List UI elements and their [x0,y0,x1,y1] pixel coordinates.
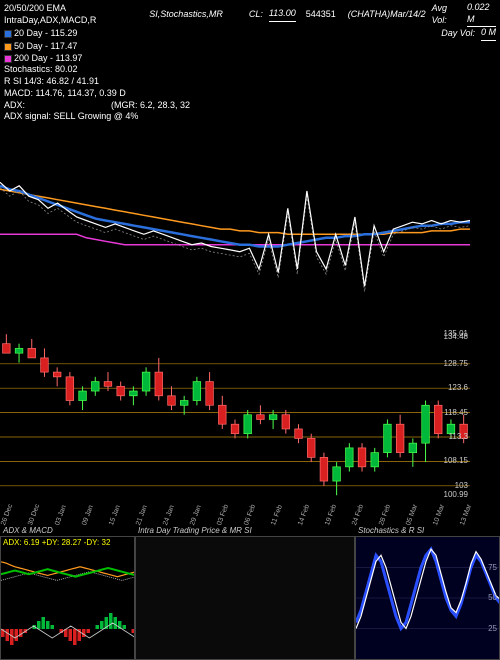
x-tick-label: 09 Jan [81,502,96,527]
x-tick-label: 03 Jan [54,502,69,527]
mgr-label: (MGR: 6.2, 28.3, 32 [111,100,190,112]
dayvol-label: Day Vol: [441,28,475,40]
adx-macd-panel: ADX: 6.19 +DY: 28.27 -DY: 32 [0,536,135,660]
adx-label: ADX: [4,100,25,112]
date-axis: 26 Dec30 Dec03 Jan09 Jan15 Jan21 Jan24 J… [4,502,470,526]
x-tick-label: 30 Dec [27,502,42,527]
avgvol-value: 0.022 M [467,2,496,27]
subchart-title: Stochastics & R SI [355,526,500,535]
cl-label: CL: [249,9,263,21]
y-tick-label: 100.99 [444,490,468,499]
stoch-tick: 75 [488,563,497,572]
subchart-title: ADX & MACD [0,526,135,535]
subchart-titles: ADX & MACDIntra Day Trading Price & MR S… [0,526,500,535]
x-tick-label: 14 Feb [297,502,312,527]
x-tick-label: 21 Jan [135,502,150,527]
x-tick-label: 03 Feb [216,502,231,527]
stoch-label: Stochastics: 80.02 [4,64,78,76]
y-tick-label: 123.6 [448,383,468,392]
adx-readout: ADX: 6.19 +DY: 28.27 -DY: 32 [3,538,110,547]
legend-title-b: SI,Stochastics,MR [149,9,223,21]
stoch-tick: 25 [488,624,497,633]
legend-title-a: 20/50/200 EMA IntraDay,ADX,MACD,R [4,3,143,26]
macd-label: MACD: 114.76, 114.37, 0.39 D [4,88,126,100]
adx-signal: ADX signal: SELL Growing @ 4% [4,111,138,123]
x-tick-label: 28 Feb [378,502,393,527]
stoch-tick: 50 [488,593,497,602]
x-tick-label: 10 Mar [432,502,447,527]
y-tick-label: 113.3 [449,432,468,441]
legend-header: 20/50/200 EMA IntraDay,ADX,MACD,R SI,Sto… [0,0,500,125]
subchart-title: Intra Day Trading Price & MR SI [135,526,355,535]
x-tick-label: 13 Mar [459,502,474,527]
x-tick-label: 11 Feb [270,502,285,527]
y-tick-label: 128.75 [444,359,468,368]
rsi-label: R SI 14/3: 46.82 / 41.91 [4,76,99,88]
y-tick-label: 103 [455,481,468,490]
ema200-label: 200 Day - 113.97 [14,53,82,65]
ticker: 544351 [306,9,336,21]
x-tick-label: 29 Jan [189,502,204,527]
candlestick-chart: 135.01134.48128.75123.6118.45113.3108.15… [0,320,470,500]
x-tick-label: 19 Feb [324,502,339,527]
y-tick-label: 108.15 [444,456,468,465]
x-tick-label: 24 Feb [351,502,366,527]
src: (CHATHA)Mar/14/2 [348,9,426,21]
x-tick-label: 05 Mar [405,502,420,527]
x-tick-label: 06 Feb [243,502,258,527]
cl-value: 113.00 [269,8,296,22]
y-tick-label: 118.45 [444,408,468,417]
subchart-row: ADX: 6.19 +DY: 28.27 -DY: 32 25 50 75 [0,536,500,660]
ema-line-chart [0,165,470,295]
x-tick-label: 15 Jan [108,502,123,527]
ema50-label: 50 Day - 117.47 [14,41,77,53]
ema20-label: 20 Day - 115.29 [14,28,77,40]
intraday-panel [135,536,355,660]
x-tick-label: 24 Jan [162,502,177,527]
y-tick-label: 134.48 [444,332,468,341]
dayvol-value: 0 M [481,27,496,41]
stochastics-panel: 25 50 75 [355,536,500,660]
avgvol-label: Avg Vol: [432,3,461,26]
x-tick-label: 26 Dec [0,502,15,527]
